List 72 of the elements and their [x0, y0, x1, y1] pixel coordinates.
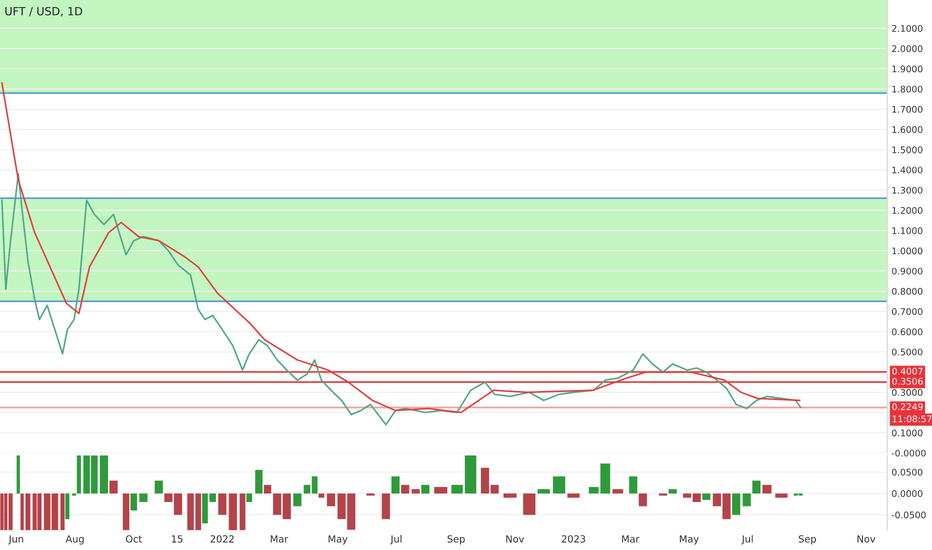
bar: [130, 493, 138, 511]
x-tick-label: Nov: [858, 535, 876, 543]
y-tick-label: 1.3000: [892, 186, 922, 194]
bar: [382, 493, 390, 520]
ref-line-label: 0.3506: [892, 378, 923, 385]
bar: [742, 493, 751, 506]
bar: [421, 484, 430, 494]
y-tick-label: 0.8000: [892, 288, 922, 295]
bar: [228, 493, 237, 530]
x-tick-label: Jul: [390, 535, 402, 544]
x-tick-label: May: [680, 535, 699, 544]
y-tick-label: 1.1000: [892, 227, 922, 234]
y-tick-label: 0.6000: [892, 328, 922, 336]
x-tick-label: Sep: [448, 535, 465, 544]
x-tick-label: Nov: [506, 535, 524, 543]
bar: [366, 493, 375, 496]
y-tick-label: 1.2000: [892, 207, 922, 214]
line-series: [1, 173, 802, 426]
y-tick-label: -0.0500: [892, 512, 926, 518]
bar: [401, 484, 410, 494]
y-tick-label: 1.9000: [892, 65, 922, 72]
y-tick-label: 0.3000: [892, 389, 922, 396]
y-tick-label: 1.7000: [892, 106, 922, 113]
bar: [293, 493, 302, 506]
bar: [762, 484, 772, 494]
bar: [702, 493, 710, 500]
bar: [391, 476, 400, 494]
bar: [412, 489, 420, 494]
y-tick-label: -0.0000: [892, 450, 926, 457]
x-tick-label: Jun: [8, 535, 24, 544]
bar: [629, 476, 638, 494]
x-tick-label: Mar: [270, 535, 288, 543]
x-tick-label: Mar: [622, 535, 640, 543]
y-tick-label: 0.0000: [892, 490, 922, 497]
x-tick-label: Aug: [66, 535, 84, 544]
bar: [154, 480, 163, 494]
x-tick-label: 2022: [210, 535, 234, 543]
y-tick-label: 1.5000: [892, 146, 922, 154]
y-tick-label: 2.1000: [892, 25, 922, 32]
ref-line-label: 0.4007: [892, 368, 923, 375]
y-tick-label: 0.0500: [892, 468, 922, 476]
y-tick-label: 1.8000: [892, 86, 922, 93]
bar: [668, 489, 677, 494]
x-tick-label: May: [328, 535, 348, 544]
text: UFT / USD, 1D: [5, 6, 82, 17]
x-tick-label: Sep: [798, 535, 816, 544]
y-tick-label: 1.6000: [892, 126, 922, 133]
bar: [122, 493, 130, 530]
bar: [326, 493, 336, 506]
bar: [139, 493, 148, 502]
bar: [752, 480, 760, 494]
x-tick-label: Oct: [126, 535, 142, 543]
y-tick-label: 1.0000: [892, 247, 922, 254]
bar: [218, 493, 226, 515]
bar: [100, 455, 108, 494]
x-tick-label: Jul: [741, 535, 753, 544]
y-tick-label: 0.9000: [892, 268, 922, 275]
bar: [264, 484, 272, 494]
y-tick-label: 1.4000: [892, 166, 922, 174]
x-tick-label: 15: [172, 535, 182, 543]
y-tick-label: 2.0000: [892, 45, 922, 52]
bar: [109, 480, 118, 494]
y-tick-label: 0.1000: [892, 429, 922, 436]
y-tick-label: 0.7000: [892, 308, 922, 315]
x-tick-label: 2023: [562, 535, 586, 543]
ref-line-label: 0.2249: [892, 403, 923, 410]
bar: [255, 470, 263, 494]
y-tick-label: 0.5000: [892, 348, 922, 356]
bar: [658, 493, 668, 496]
text: 11:08:57: [892, 415, 932, 422]
bar: [638, 493, 647, 506]
bar: [732, 493, 740, 515]
